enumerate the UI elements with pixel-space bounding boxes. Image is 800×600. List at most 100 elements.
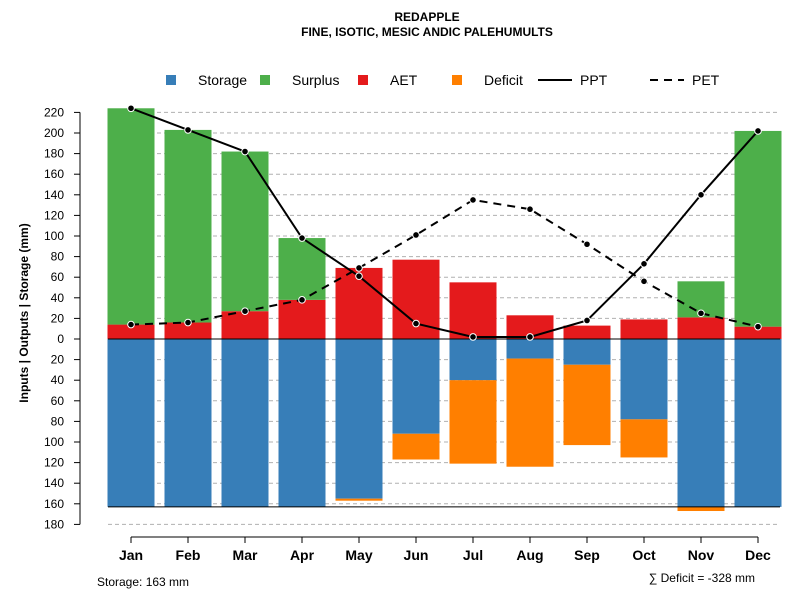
legend-label: AET: [390, 72, 418, 88]
storage-bar: [392, 339, 440, 434]
x-tick-label: Mar: [233, 547, 258, 563]
ppt-point: [412, 319, 420, 328]
aet-bar: [107, 324, 155, 339]
legend-label: Deficit: [484, 72, 523, 88]
y-tick-label: 40: [51, 373, 65, 387]
y-tick-label: 160: [44, 497, 64, 511]
storage-bar: [620, 339, 668, 420]
pet-point: [184, 318, 192, 327]
deficit-bar: [392, 433, 440, 460]
ppt-point: [469, 333, 477, 341]
pet-point: [469, 196, 477, 204]
series-lines: [127, 104, 762, 341]
y-tick-label: 180: [44, 147, 64, 161]
ppt-line: [130, 107, 759, 338]
surplus-bar: [734, 130, 782, 327]
deficit-bar: [335, 498, 383, 501]
ppt-point: [298, 234, 306, 242]
deficit-note: ∑ Deficit = -328 mm: [649, 571, 755, 585]
pet-point: [640, 277, 648, 286]
surplus-bar: [278, 238, 326, 300]
deficit-bar: [449, 380, 497, 464]
legend-label: Surplus: [292, 72, 339, 88]
surplus-bar: [107, 108, 155, 325]
bars: [107, 108, 782, 512]
pet-line: [130, 198, 759, 328]
ppt-point: [355, 272, 363, 280]
y-tick-label: 120: [44, 456, 64, 470]
y-tick-label: 80: [51, 250, 65, 264]
deficit-bar: [677, 506, 725, 512]
storage-bar: [335, 339, 383, 499]
ppt-point: [754, 127, 762, 135]
deficit-bar: [620, 419, 668, 458]
aet-bar: [449, 282, 497, 339]
y-tick-label: 0: [57, 332, 64, 346]
aet-bar: [677, 317, 725, 339]
storage-bar: [506, 339, 554, 359]
storage-bar: [734, 339, 782, 507]
ppt-point: [241, 147, 249, 156]
legend-swatch: [166, 75, 176, 85]
legend-swatch: [260, 75, 270, 85]
y-tick-label: 40: [51, 291, 65, 305]
pet-point: [697, 309, 705, 318]
y-tick-label: 20: [51, 353, 65, 367]
legend-label: PPT: [580, 72, 608, 88]
deficit-bar: [563, 364, 611, 446]
x-tick-label: Jul: [463, 547, 483, 563]
aet-bar: [221, 311, 269, 339]
ppt-point: [640, 260, 648, 268]
x-tick-label: Jun: [404, 547, 429, 563]
y-tick-label: 60: [51, 394, 65, 408]
pet-point: [241, 307, 249, 315]
legend-label: PET: [692, 72, 720, 88]
x-tick-label: Aug: [516, 547, 543, 563]
ppt-point: [583, 316, 591, 325]
aet-bar: [278, 299, 326, 339]
gridlines: [108, 111, 780, 525]
chart-subtitle: FINE, ISOTIC, MESIC ANDIC PALEHUMULTS: [301, 25, 553, 39]
ppt-point: [526, 333, 534, 341]
aet-bar: [563, 325, 611, 339]
pet-point: [412, 231, 420, 239]
y-tick-label: 100: [44, 229, 64, 243]
x-tick-label: Oct: [632, 547, 656, 563]
legend: Storage Surplus AET Deficit PPT PET: [166, 72, 720, 88]
y-tick-label: 120: [44, 208, 64, 222]
storage-bar: [563, 339, 611, 365]
y-tick-label: 20: [51, 311, 65, 325]
storage-bar: [107, 339, 155, 507]
x-tick-label: Apr: [290, 547, 315, 563]
storage-bar: [449, 339, 497, 381]
axes: 2202001801601401201008060402002040608010…: [44, 105, 771, 563]
legend-label: Storage: [198, 72, 247, 88]
y-tick-label: 180: [44, 517, 64, 531]
y-tick-label: 80: [51, 414, 65, 428]
pet-point: [298, 296, 306, 304]
surplus-bar: [164, 129, 212, 323]
x-tick-label: Jan: [119, 547, 143, 563]
y-tick-label: 220: [44, 105, 64, 119]
pet-point: [526, 205, 534, 214]
storage-bar: [164, 339, 212, 507]
pet-point: [127, 320, 135, 329]
legend-swatch: [452, 75, 462, 85]
y-tick-label: 140: [44, 188, 64, 202]
x-tick-label: Nov: [688, 547, 715, 563]
deficit-bar: [506, 358, 554, 467]
aet-bar: [620, 319, 668, 339]
aet-bar: [164, 322, 212, 339]
storage-bar: [221, 339, 269, 507]
y-tick-label: 60: [51, 270, 65, 284]
x-tick-label: Sep: [574, 547, 600, 563]
y-tick-label: 160: [44, 167, 64, 181]
x-tick-label: Feb: [176, 547, 201, 563]
chart-title: REDAPPLE: [394, 10, 459, 24]
storage-bar: [677, 339, 725, 507]
y-tick-label: 100: [44, 435, 64, 449]
surplus-bar: [221, 151, 269, 312]
legend-swatch: [358, 75, 368, 85]
y-tick-label: 140: [44, 476, 64, 490]
